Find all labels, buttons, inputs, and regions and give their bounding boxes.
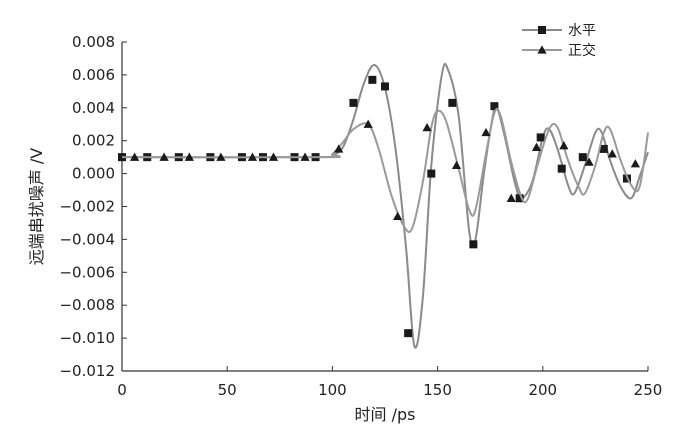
data-point [599, 144, 608, 153]
data-point [130, 152, 140, 161]
y-tick-label: 0.000 [72, 165, 115, 183]
data-point [515, 194, 524, 203]
data-point [584, 157, 594, 166]
data-point [506, 193, 516, 202]
series-1 [118, 62, 649, 349]
data-point [490, 102, 499, 111]
y-tick-label: −0.012 [59, 362, 115, 380]
y-tick-label: 0.006 [72, 66, 115, 84]
data-point [368, 75, 377, 84]
y-tick-label: 0.008 [72, 33, 115, 51]
series-line [121, 107, 649, 234]
data-point [300, 152, 310, 161]
data-point [578, 153, 587, 162]
data-point [349, 98, 358, 107]
data-point [381, 82, 389, 91]
data-point [451, 160, 462, 170]
y-tick-label: 0.002 [72, 132, 115, 150]
y-axis-label: 远端串扰噪声 /V [27, 148, 46, 265]
data-point [334, 144, 344, 153]
x-tick-label: 0 [117, 381, 127, 399]
data-point [404, 329, 413, 338]
legend-marker [537, 45, 547, 54]
series-layer [118, 62, 649, 349]
y-tick-label: −0.002 [59, 198, 115, 216]
data-point [184, 152, 194, 161]
data-point [559, 141, 569, 150]
data-point [422, 122, 432, 132]
x-tick-label: 200 [528, 381, 557, 399]
data-point [427, 169, 436, 178]
data-point [448, 98, 457, 107]
x-tick-label: 100 [318, 381, 347, 399]
data-point [536, 133, 545, 142]
legend-marker [538, 26, 546, 34]
data-point [481, 127, 491, 137]
data-point [393, 211, 403, 221]
series-2 [121, 107, 649, 234]
data-point [363, 119, 373, 128]
data-point [159, 152, 169, 161]
data-point [630, 159, 640, 168]
y-tick-label: 0.004 [72, 99, 115, 117]
y-tick-label: −0.008 [59, 296, 115, 314]
y-tick-label: −0.004 [59, 230, 115, 248]
x-tick-label: 50 [218, 381, 237, 399]
y-tick-label: −0.010 [59, 329, 115, 347]
axes: 0.008 0.006 0.004 0.002 0.000 −0.002 −0.004 −0.… [59, 33, 662, 399]
data-point [557, 164, 566, 173]
data-point [247, 152, 258, 161]
data-point [268, 152, 279, 161]
x-axis-label: 时间 /ps [355, 405, 416, 424]
x-tick-label: 250 [634, 381, 663, 399]
legend-label: 正交 [568, 42, 596, 59]
legend-label: 水平 [568, 23, 596, 39]
x-tick-label: 150 [423, 381, 452, 399]
data-point [216, 152, 226, 161]
data-point [531, 142, 542, 151]
data-point [607, 149, 617, 158]
series-line [121, 62, 649, 349]
y-tick-label: −0.006 [59, 263, 115, 281]
data-point [469, 240, 478, 249]
